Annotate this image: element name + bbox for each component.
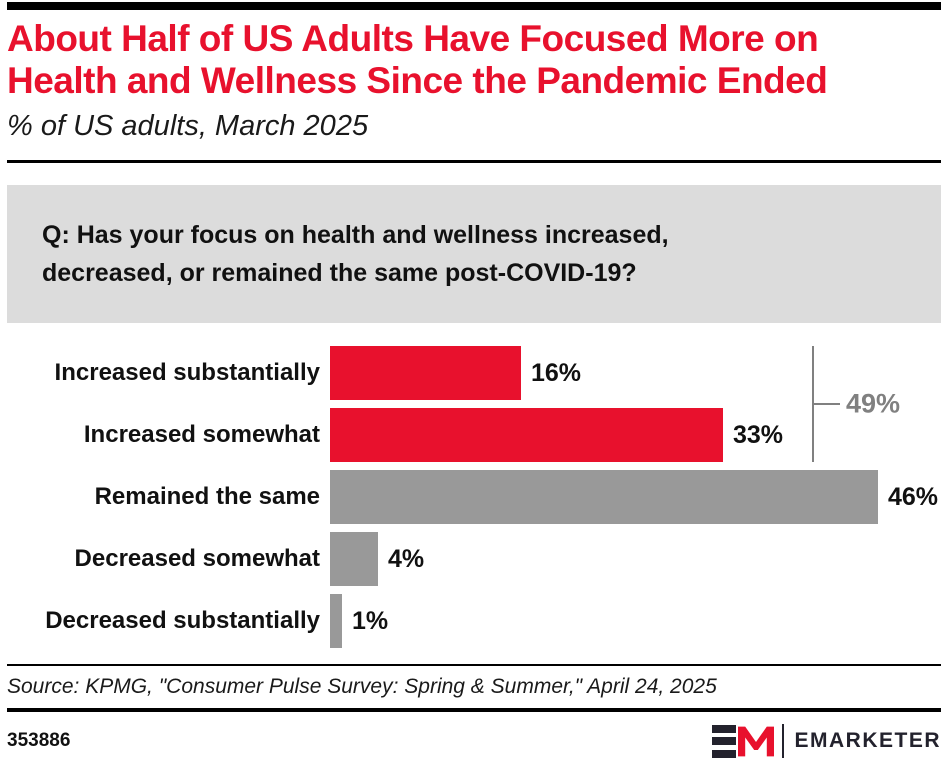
bar-label: Increased somewhat — [83, 421, 320, 448]
bar — [330, 346, 521, 400]
source-line: Source: KPMG, "Consumer Pulse Survey: Sp… — [7, 675, 717, 698]
bar-label: Decreased substantially — [45, 607, 320, 634]
bar-row: Remained the same 46% — [7, 470, 941, 524]
bar-row: Decreased substantially 1% — [7, 594, 941, 648]
question-text: Q: Has your focus on health and wellness… — [7, 216, 669, 292]
bar-row: Decreased somewhat 4% — [7, 532, 941, 586]
logo-divider — [782, 724, 785, 758]
top-accent-bar — [7, 2, 941, 10]
bar — [330, 594, 342, 648]
bar — [330, 532, 378, 586]
header-divider — [7, 160, 941, 163]
chart-title: About Half of US Adults Have Focused Mor… — [7, 18, 941, 102]
bar-track: 1% — [330, 594, 941, 648]
emarketer-logo: EMARKETER — [712, 724, 941, 758]
em-mark-icon — [712, 724, 775, 758]
footer: 353886 EMARKETER — [7, 724, 941, 758]
bar-value: 16% — [531, 358, 582, 387]
bar-track: 4% — [330, 532, 941, 586]
m-glyph-icon — [738, 726, 775, 756]
bar-track: 16% — [330, 346, 941, 400]
bar-label: Decreased somewhat — [74, 545, 320, 572]
chart-title-line-1: About Half of US Adults Have Focused Mor… — [7, 18, 819, 59]
chart-subtitle: % of US adults, March 2025 — [7, 110, 369, 142]
bar-value: 1% — [352, 606, 389, 635]
bar — [330, 470, 878, 524]
bar-label: Remained the same — [94, 483, 320, 510]
e-glyph-icon — [712, 724, 737, 758]
bar-track: 46% — [330, 470, 941, 524]
source-divider-top — [7, 664, 941, 666]
question-line-2: decreased, or remained the same post-COV… — [42, 259, 637, 287]
question-box: Q: Has your focus on health and wellness… — [7, 185, 941, 323]
question-line-1: Q: Has your focus on health and wellness… — [42, 221, 669, 249]
bar — [330, 408, 723, 462]
chart-id: 353886 — [7, 730, 71, 751]
bar-value: 4% — [388, 544, 425, 573]
bracket-tick — [812, 403, 840, 405]
bar-track: 33% — [330, 408, 941, 462]
chart-title-line-2: Health and Wellness Since the Pandemic E… — [7, 60, 828, 101]
logo-wordmark: EMARKETER — [794, 729, 941, 752]
source-divider-bottom — [7, 708, 941, 712]
bar-row: Increased somewhat 33% — [7, 408, 941, 462]
bar-row: Increased substantially 16% — [7, 346, 941, 400]
bar-value: 46% — [888, 482, 939, 511]
bar-value: 33% — [733, 420, 784, 449]
bracket-label: 49% — [846, 388, 901, 419]
bar-label: Increased substantially — [54, 359, 320, 386]
bar-chart: Increased substantially 16% Increased so… — [7, 346, 941, 648]
